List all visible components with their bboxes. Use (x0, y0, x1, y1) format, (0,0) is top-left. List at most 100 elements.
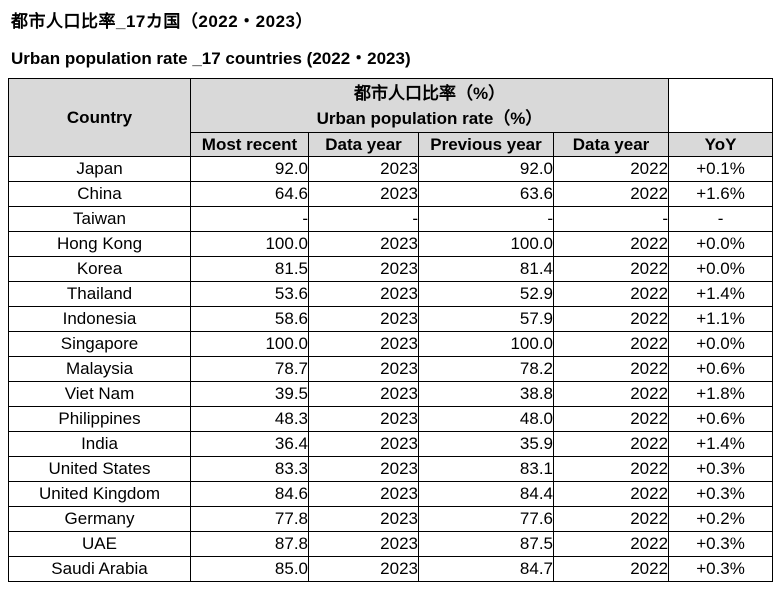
cell-country: Germany (8, 506, 191, 532)
cell-country: Philippines (8, 406, 191, 432)
cell-previous-year: 84.7 (418, 556, 554, 582)
cell-yoy: +0.2% (668, 506, 774, 532)
cell-data-year-1: 2023 (308, 456, 419, 482)
cell-data-year-2: 2022 (552, 381, 670, 407)
table-row: Japan 92.0 2023 92.0 2022 +0.1% (8, 156, 774, 182)
cell-yoy: +0.1% (668, 156, 774, 182)
cell-most-recent: 58.6 (190, 306, 309, 332)
header-row-columns: Most recent Data year Previous year Data ye… (9, 132, 774, 157)
column-header-yoy: YoY (668, 132, 774, 157)
cell-country: Korea (8, 256, 191, 282)
cell-previous-year: - (418, 206, 554, 232)
cell-country: India (8, 431, 191, 457)
cell-yoy: +0.0% (668, 231, 774, 257)
cell-previous-year: 87.5 (418, 531, 554, 557)
cell-yoy: +1.8% (668, 381, 774, 407)
cell-data-year-1: 2023 (308, 306, 419, 332)
cell-most-recent: 48.3 (190, 406, 309, 432)
cell-data-year-1: 2023 (308, 281, 419, 307)
cell-previous-year: 63.6 (418, 181, 554, 207)
cell-country: Japan (8, 156, 191, 182)
page-title-japanese: 都市人口比率_17カ国（2022・2023） (11, 12, 313, 31)
cell-yoy: +0.3% (668, 456, 774, 482)
cell-most-recent: 100.0 (190, 231, 309, 257)
group-header-english: Urban population rate（%） (316, 108, 543, 128)
cell-data-year-1: 2023 (308, 431, 419, 457)
cell-yoy: +1.1% (668, 306, 774, 332)
cell-yoy: +1.4% (668, 281, 774, 307)
cell-country: UAE (8, 531, 191, 557)
cell-previous-year: 78.2 (418, 356, 554, 382)
column-header-data-year-1: Data year (308, 132, 419, 157)
cell-yoy: +1.4% (668, 431, 774, 457)
table-row: China 64.6 2023 63.6 2022 +1.6% (8, 181, 774, 207)
cell-yoy: +0.0% (668, 331, 774, 357)
cell-most-recent: - (190, 206, 309, 232)
table-row: Viet Nam 39.5 2023 38.8 2022 +1.8% (8, 381, 774, 407)
cell-country: Viet Nam (8, 381, 191, 407)
cell-data-year-2: - (552, 206, 670, 232)
column-header-previous-year: Previous year (418, 132, 554, 157)
cell-country: Thailand (8, 281, 191, 307)
column-header-data-year-2: Data year (552, 132, 670, 157)
cell-data-year-1: 2023 (308, 481, 419, 507)
cell-country: Malaysia (8, 356, 191, 382)
cell-country: China (8, 181, 191, 207)
cell-yoy: +0.6% (668, 406, 774, 432)
cell-previous-year: 77.6 (418, 506, 554, 532)
table-row: United States 83.3 2023 83.1 2022 +0.3% (8, 456, 774, 482)
cell-previous-year: 81.4 (418, 256, 554, 282)
table-row: Korea 81.5 2023 81.4 2022 +0.0% (8, 256, 774, 282)
cell-previous-year: 48.0 (418, 406, 554, 432)
cell-data-year-2: 2022 (552, 531, 670, 557)
cell-data-year-2: 2022 (552, 231, 670, 257)
cell-most-recent: 92.0 (190, 156, 309, 182)
cell-data-year-1: 2023 (308, 531, 419, 557)
cell-previous-year: 84.4 (418, 481, 554, 507)
cell-data-year-2: 2022 (552, 456, 670, 482)
cell-data-year-2: 2022 (552, 256, 670, 282)
cell-most-recent: 100.0 (190, 331, 309, 357)
group-header-japanese: 都市人口比率（%） (353, 83, 506, 103)
cell-yoy: +0.0% (668, 256, 774, 282)
cell-most-recent: 36.4 (190, 431, 309, 457)
cell-data-year-2: 2022 (552, 156, 670, 182)
cell-previous-year: 83.1 (418, 456, 554, 482)
cell-data-year-1: 2023 (308, 231, 419, 257)
cell-most-recent: 83.3 (190, 456, 309, 482)
cell-data-year-1: 2023 (308, 356, 419, 382)
cell-most-recent: 39.5 (190, 381, 309, 407)
cell-country: United Kingdom (8, 481, 191, 507)
cell-previous-year: 100.0 (418, 331, 554, 357)
column-header-country: Country (8, 78, 191, 157)
cell-country: Saudi Arabia (8, 556, 191, 582)
cell-data-year-2: 2022 (552, 281, 670, 307)
cell-data-year-2: 2022 (552, 556, 670, 582)
cell-yoy: +0.3% (668, 481, 774, 507)
page: 都市人口比率_17カ国（2022・2023） Urban population … (8, 12, 774, 582)
cell-data-year-2: 2022 (552, 356, 670, 382)
cell-data-year-1: 2023 (308, 156, 419, 182)
header-row-group: Country 都市人口比率（%） Urban population rate（… (8, 78, 774, 157)
table-row: Indonesia 58.6 2023 57.9 2022 +1.1% (8, 306, 774, 332)
cell-previous-year: 100.0 (418, 231, 554, 257)
cell-previous-year: 92.0 (418, 156, 554, 182)
cell-country: Hong Kong (8, 231, 191, 257)
cell-data-year-2: 2022 (552, 331, 670, 357)
cell-country: United States (8, 456, 191, 482)
cell-most-recent: 77.8 (190, 506, 309, 532)
cell-most-recent: 84.6 (190, 481, 309, 507)
cell-data-year-2: 2022 (552, 181, 670, 207)
cell-data-year-1: 2023 (308, 556, 419, 582)
table-row: Saudi Arabia 85.0 2023 84.7 2022 +0.3% (8, 556, 774, 582)
cell-most-recent: 85.0 (190, 556, 309, 582)
cell-data-year-1: 2023 (308, 506, 419, 532)
cell-yoy: - (668, 206, 774, 232)
cell-data-year-2: 2022 (552, 481, 670, 507)
table-row: UAE 87.8 2023 87.5 2022 +0.3% (8, 531, 774, 557)
cell-data-year-2: 2022 (552, 306, 670, 332)
cell-data-year-1: 2023 (308, 181, 419, 207)
cell-data-year-1: 2023 (308, 331, 419, 357)
cell-data-year-1: 2023 (308, 256, 419, 282)
table-row: India 36.4 2023 35.9 2022 +1.4% (8, 431, 774, 457)
